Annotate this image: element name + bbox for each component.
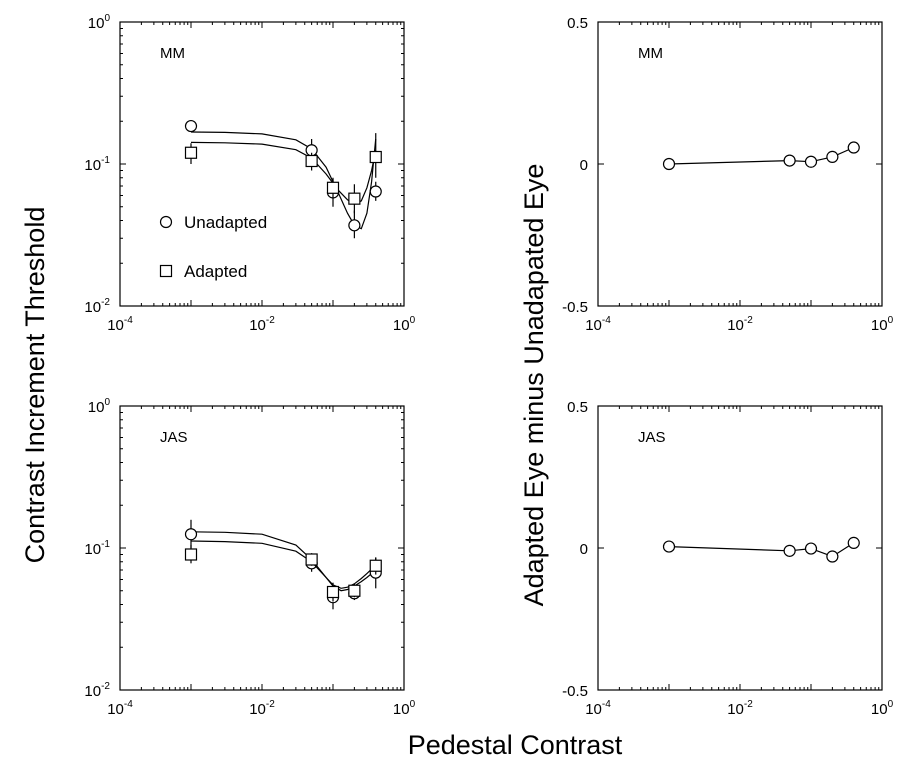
data-point	[783, 154, 796, 167]
panel-mm-difference: 10-4 10-2 100 -0.5 0 0.5 MM	[562, 15, 893, 334]
x-tick-label: 100	[393, 315, 416, 334]
plot-frame	[119, 405, 405, 691]
data-point	[847, 141, 860, 154]
plot-frame	[597, 21, 883, 307]
legend-marker-circle	[159, 215, 173, 229]
data-point	[804, 155, 818, 168]
series-difference	[662, 141, 860, 171]
plot-frame	[597, 405, 883, 691]
x-tick-label: 10-4	[107, 315, 133, 334]
series-line	[668, 542, 855, 558]
legend-label: Unadapted	[184, 213, 267, 232]
data-point	[326, 181, 340, 194]
y-tick-label: -0.5	[562, 299, 588, 316]
legend-marker-square	[159, 264, 173, 278]
y-axis-label-left: Contrast Increment Threshold	[20, 207, 50, 564]
plot-frame	[119, 21, 405, 307]
y-tick-label: 100	[88, 397, 111, 416]
x-tick-label: 100	[871, 315, 894, 334]
data-point	[369, 185, 382, 198]
y-axis-label-right: Adapted Eye minus Unadapated Eye	[519, 164, 549, 607]
y-tick-label: -0.5	[562, 683, 588, 700]
data-point	[184, 146, 198, 159]
data-point	[348, 192, 361, 205]
y-tick-label: 10-1	[84, 539, 110, 558]
series-adapted	[184, 133, 382, 214]
panel-label: JAS	[160, 429, 188, 446]
y-tick-label: 0.5	[567, 15, 588, 32]
y-tick-label: 0.5	[567, 399, 588, 416]
data-point	[662, 540, 676, 553]
data-point	[184, 548, 198, 561]
x-tick-label: 100	[393, 699, 416, 718]
chart-panels: 10-4 10-2 10010-210-1100MMUnadaptedAdapted…	[84, 13, 893, 718]
fit-curve	[190, 540, 377, 589]
x-tick-label: 10-2	[727, 699, 753, 718]
x-tick-label: 10-2	[249, 315, 275, 334]
legend-label: Adapted	[184, 262, 247, 281]
data-point	[305, 553, 318, 566]
data-point	[662, 157, 676, 171]
panel-label: JAS	[638, 429, 666, 446]
data-point	[826, 550, 839, 563]
y-tick-label: 10-2	[84, 297, 110, 316]
series-line	[668, 146, 854, 165]
y-tick-label: 0	[580, 157, 588, 174]
x-tick-label: 10-4	[107, 699, 133, 718]
x-tick-label: 10-4	[585, 315, 611, 334]
panel-label: MM	[638, 45, 663, 62]
series-difference	[662, 536, 860, 563]
series-adapted	[184, 540, 382, 602]
x-tick-label: 10-2	[249, 699, 275, 718]
y-tick-label: 10-1	[84, 155, 110, 174]
data-point	[184, 119, 198, 133]
data-point	[348, 219, 361, 232]
data-point	[804, 542, 818, 555]
data-point	[783, 544, 796, 557]
data-point	[326, 585, 340, 599]
data-point	[369, 559, 382, 572]
y-tick-label: 10-2	[84, 681, 110, 700]
data-point	[826, 150, 839, 163]
panel-jas-difference: 10-4 10-2 100 -0.5 0 0.5 JAS	[562, 399, 893, 718]
x-tick-label: 100	[871, 699, 894, 718]
data-point	[369, 150, 382, 164]
panel-label: MM	[160, 45, 185, 62]
x-tick-label: 10-4	[585, 699, 611, 718]
data-point	[348, 584, 361, 597]
data-point	[305, 154, 318, 168]
y-tick-label: 100	[88, 13, 111, 32]
data-point	[847, 536, 860, 549]
fit-curve	[190, 531, 377, 592]
y-tick-label: 0	[580, 541, 588, 558]
x-tick-label: 10-2	[727, 315, 753, 334]
x-axis-label: Pedestal Contrast	[408, 730, 623, 760]
data-point	[184, 528, 198, 541]
fit-curve	[190, 141, 377, 205]
legend: Unadapted Adapted	[159, 213, 267, 281]
